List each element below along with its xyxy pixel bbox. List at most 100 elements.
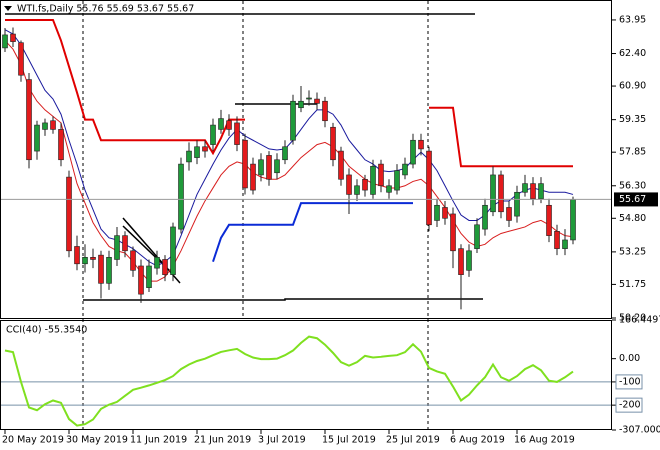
y-tick-label: 63.95 [619, 14, 646, 25]
candle-body [18, 42, 24, 76]
candle-body [426, 150, 432, 226]
y-tick-label: 50.20 [619, 313, 646, 324]
candle-body [114, 235, 120, 260]
trend-line [83, 298, 483, 301]
candle-body [170, 226, 176, 275]
candle-body [34, 124, 40, 152]
candle-body [26, 79, 32, 161]
candle-body [362, 178, 368, 191]
candle-body [506, 207, 512, 221]
y-tick-label: 0.00 [619, 353, 640, 364]
y-tick-label: 53.25 [619, 246, 646, 257]
candle-body [514, 191, 520, 217]
indicator-title: CCI(40) -55.3540 [6, 325, 87, 336]
candle-body [2, 34, 8, 49]
menu-arrow[interactable] [4, 6, 12, 11]
candle-body [322, 100, 328, 122]
candle-body [90, 257, 96, 260]
candle-body [434, 204, 440, 221]
candle-body [498, 174, 504, 213]
candle-body [82, 257, 88, 265]
candle-body [146, 265, 152, 288]
candle-body [466, 250, 472, 271]
y-tick-label: 51.75 [619, 279, 646, 290]
candle-body [570, 199, 576, 241]
candle-body [162, 259, 168, 275]
chart-title: WTI.fs,Daily 55.76 55.69 53.67 55.67 [17, 4, 194, 15]
candle-body [290, 100, 296, 141]
candle-body [250, 163, 256, 191]
y-tick-label: -100 [619, 376, 641, 387]
x-tick-label: 6 Aug 2019 [450, 435, 505, 446]
candle-body [178, 163, 184, 230]
indicator-line [429, 106, 573, 168]
y-tick-label: 54.80 [619, 213, 646, 224]
cci-line [4, 335, 574, 427]
candle-body [330, 126, 336, 161]
y-tick-label: 57.85 [619, 147, 646, 158]
candle-body [106, 257, 112, 284]
candle-body [394, 170, 400, 191]
y-tick-label: 59.35 [619, 114, 646, 125]
candle-body [218, 118, 224, 130]
x-tick-label: 16 Aug 2019 [514, 435, 575, 446]
candle-body [258, 159, 264, 176]
candle-body [266, 155, 272, 180]
candle-body [194, 146, 200, 158]
indicator-line [4, 29, 574, 267]
candle-body [338, 150, 344, 180]
candle-body [66, 176, 72, 252]
y-tick-label: -307.000 [619, 425, 660, 436]
candle-body [370, 165, 376, 195]
candle-body [314, 98, 320, 104]
y-tick-label: 166.4497 [619, 315, 660, 326]
candle-body [530, 183, 536, 200]
last-price-label: 55.67 [619, 194, 646, 205]
cci-frame [0, 320, 612, 430]
y-tick-label: -200 [619, 400, 641, 411]
main-frame [0, 0, 612, 319]
candle-body [522, 183, 528, 193]
candle-body [282, 146, 288, 161]
candle-body [546, 204, 552, 236]
candle-body [210, 124, 216, 145]
candle-body [42, 122, 48, 130]
y-tick-label: 56.30 [619, 180, 646, 191]
candle-body [122, 235, 128, 252]
level-label-box [615, 397, 643, 413]
candle-body [186, 150, 192, 163]
candle-body [386, 185, 392, 193]
candle-body [418, 139, 424, 150]
x-tick-label: 25 Jul 2019 [386, 435, 440, 446]
candle-body [74, 246, 80, 265]
plot [1, 18, 612, 427]
candle-body [306, 97, 312, 100]
x-tick-label: 30 May 2019 [66, 435, 128, 446]
candle-body [354, 185, 360, 195]
candle-body [130, 250, 136, 271]
candle-body [450, 213, 456, 252]
x-tick-label: 20 May 2019 [2, 435, 64, 446]
x-tick-label: 3 Jul 2019 [258, 435, 306, 446]
candle-body [378, 163, 384, 187]
x-tick-label: 21 Jun 2019 [194, 435, 251, 446]
candle-body [554, 230, 560, 249]
x-tick-label: 15 Jul 2019 [322, 435, 376, 446]
candle-body [346, 174, 352, 195]
candle-body [562, 239, 568, 249]
candle-body [490, 174, 496, 213]
candle-body [202, 146, 208, 152]
candle-body [50, 120, 56, 130]
candle-body [226, 120, 232, 130]
candle-body [458, 248, 464, 275]
y-tick-label: 62.40 [619, 48, 646, 59]
candle-body [538, 183, 544, 200]
candle-body [274, 159, 280, 174]
candle-body [138, 265, 144, 295]
candle-body [402, 163, 408, 176]
candle-body [98, 254, 104, 284]
candle-body [474, 224, 480, 249]
candle-body [10, 33, 16, 42]
